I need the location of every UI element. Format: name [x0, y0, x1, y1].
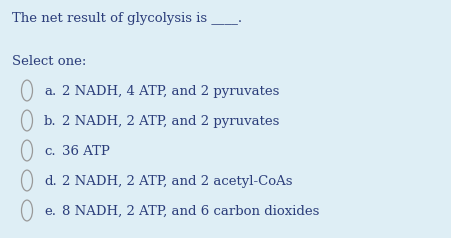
Text: 2 NADH, 2 ATP, and 2 acetyl-CoAs: 2 NADH, 2 ATP, and 2 acetyl-CoAs [62, 175, 293, 188]
Text: e.: e. [44, 205, 56, 218]
Text: Select one:: Select one: [12, 55, 87, 68]
Text: 8 NADH, 2 ATP, and 6 carbon dioxides: 8 NADH, 2 ATP, and 6 carbon dioxides [62, 205, 319, 218]
Text: 2 NADH, 2 ATP, and 2 pyruvates: 2 NADH, 2 ATP, and 2 pyruvates [62, 115, 279, 128]
Text: 36 ATP: 36 ATP [62, 145, 110, 158]
Text: b.: b. [44, 115, 57, 128]
Text: 2 NADH, 4 ATP, and 2 pyruvates: 2 NADH, 4 ATP, and 2 pyruvates [62, 85, 279, 98]
Text: d.: d. [44, 175, 57, 188]
Text: c.: c. [44, 145, 55, 158]
Text: a.: a. [44, 85, 56, 98]
Text: The net result of glycolysis is ____.: The net result of glycolysis is ____. [12, 12, 242, 25]
